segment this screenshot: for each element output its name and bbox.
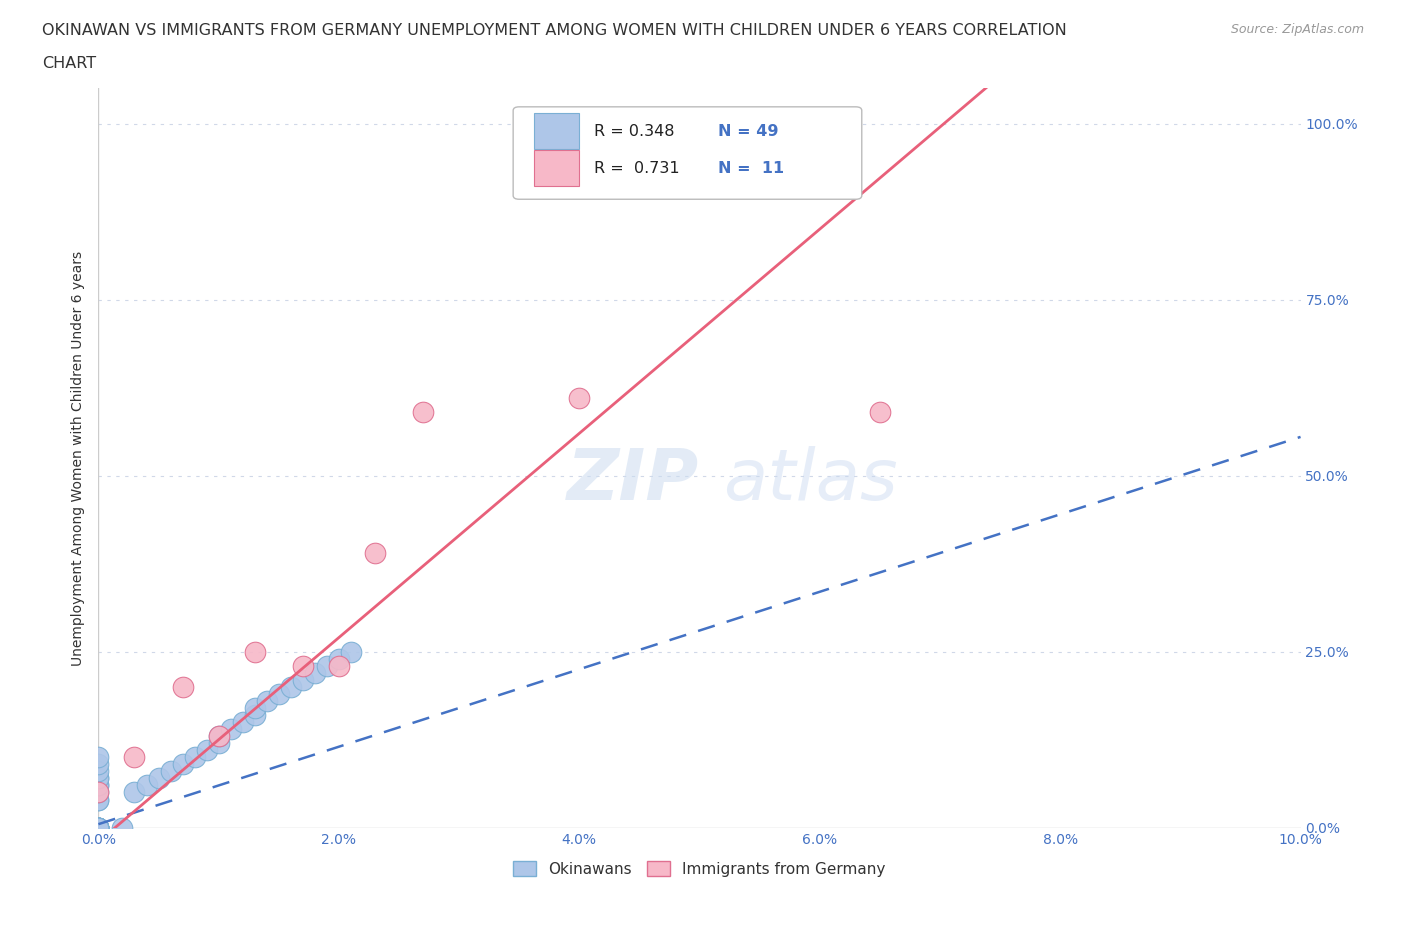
Text: OKINAWAN VS IMMIGRANTS FROM GERMANY UNEMPLOYMENT AMONG WOMEN WITH CHILDREN UNDER: OKINAWAN VS IMMIGRANTS FROM GERMANY UNEM… (42, 23, 1067, 38)
Point (87, 757, 110, 772)
Point (208, 729, 231, 744)
Point (87, 750, 110, 764)
Point (87, 820, 110, 835)
Point (315, 658, 337, 673)
Text: R =  0.731: R = 0.731 (593, 161, 679, 176)
Point (159, 764, 181, 778)
Point (304, 665, 326, 680)
Point (87, 820, 110, 835)
Point (87, 820, 110, 835)
Text: R = 0.348: R = 0.348 (593, 124, 675, 139)
Point (87, 820, 110, 835)
Text: Source: ZipAtlas.com: Source: ZipAtlas.com (1230, 23, 1364, 36)
Point (291, 658, 314, 673)
Point (87, 792, 110, 807)
Point (328, 651, 350, 666)
Point (87, 785, 110, 800)
Point (219, 722, 242, 737)
FancyBboxPatch shape (534, 151, 579, 186)
Point (87, 820, 110, 835)
Point (291, 672, 314, 687)
Text: CHART: CHART (42, 56, 96, 71)
Point (869, 405, 891, 419)
Point (87, 820, 110, 835)
Point (87, 764, 110, 778)
Point (280, 680, 302, 695)
Point (412, 405, 434, 419)
Y-axis label: Unemployment Among Women with Children Under 6 years: Unemployment Among Women with Children U… (72, 250, 86, 666)
Point (87, 778, 110, 793)
Text: atlas: atlas (724, 445, 898, 514)
Point (87, 820, 110, 835)
Point (208, 736, 231, 751)
Text: N =  11: N = 11 (717, 161, 783, 176)
Point (183, 750, 205, 764)
Point (87, 820, 110, 835)
Point (87, 778, 110, 793)
Point (364, 546, 387, 561)
Point (87, 771, 110, 786)
Point (148, 771, 170, 786)
Point (243, 700, 266, 715)
Point (195, 743, 218, 758)
Point (267, 686, 290, 701)
Point (87, 820, 110, 835)
Point (87, 820, 110, 835)
Point (87, 820, 110, 835)
Point (232, 714, 254, 729)
Text: N = 49: N = 49 (717, 124, 778, 139)
Point (172, 757, 194, 772)
Point (87, 771, 110, 786)
Point (135, 778, 157, 793)
Point (208, 729, 231, 744)
Point (172, 680, 194, 695)
Legend: Okinawans, Immigrants from Germany: Okinawans, Immigrants from Germany (508, 855, 891, 883)
Point (243, 644, 266, 659)
Point (111, 820, 134, 835)
Point (243, 708, 266, 723)
Point (87, 820, 110, 835)
Point (87, 820, 110, 835)
Point (87, 820, 110, 835)
Point (568, 391, 591, 405)
Point (328, 658, 350, 673)
Point (87, 820, 110, 835)
Point (340, 644, 363, 659)
Text: ZIP: ZIP (567, 445, 700, 514)
Point (87, 792, 110, 807)
FancyBboxPatch shape (513, 107, 862, 199)
Point (87, 820, 110, 835)
Point (124, 785, 146, 800)
Point (87, 785, 110, 800)
Point (87, 820, 110, 835)
FancyBboxPatch shape (534, 113, 579, 149)
Point (124, 750, 146, 764)
Point (256, 694, 278, 709)
